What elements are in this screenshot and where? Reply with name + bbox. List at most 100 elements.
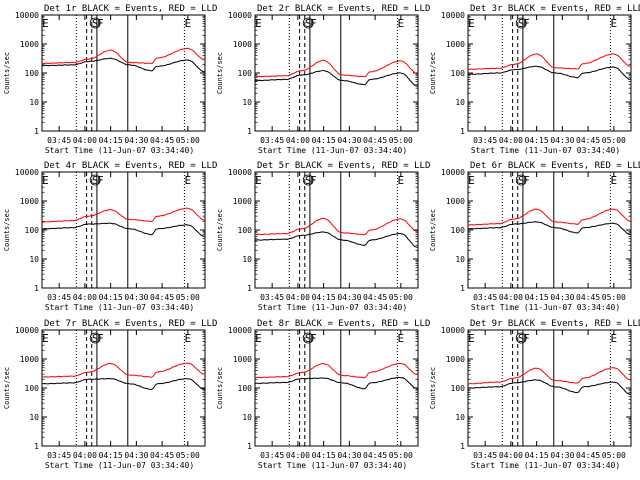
x-tick-label: 03:45 bbox=[473, 293, 497, 302]
y-tick-label: 1000 bbox=[446, 355, 465, 364]
y-tick-label: 10000 bbox=[15, 168, 39, 177]
x-tick-label: 04:30 bbox=[337, 136, 361, 145]
y-tick-label: 1 bbox=[247, 442, 252, 451]
x-tick-label: 04:00 bbox=[499, 451, 523, 460]
x-tick-label: 04:00 bbox=[73, 293, 97, 302]
y-tick-label: 100 bbox=[451, 226, 466, 235]
x-tick-label: 04:45 bbox=[576, 293, 600, 302]
time-marker-label: F bbox=[97, 332, 104, 345]
x-tick-label: 03:45 bbox=[473, 451, 497, 460]
y-tick-label: 1 bbox=[34, 284, 39, 293]
x-axis-label: Start Time (11-Jun-07 03:34:40) bbox=[471, 146, 620, 155]
y-axis-label: Counts/sec bbox=[429, 209, 437, 251]
detector-panel-6: Det 6r BLACK = Events, RED = LLD 1 10 100 10… bbox=[429, 161, 640, 312]
y-tick-label: 1 bbox=[247, 127, 252, 136]
x-tick-label: 04:30 bbox=[337, 293, 361, 302]
y-tick-label: 10000 bbox=[15, 11, 39, 20]
y-tick-label: 10000 bbox=[441, 326, 465, 335]
plot-frame bbox=[254, 14, 419, 132]
x-tick-label: 04:00 bbox=[499, 136, 523, 145]
start-marker-circle bbox=[515, 17, 527, 29]
time-marker-label: F bbox=[523, 332, 530, 345]
events-series-line bbox=[42, 377, 206, 391]
y-tick-label: 10000 bbox=[228, 168, 252, 177]
plot-frame bbox=[41, 14, 206, 132]
y-tick-label: 10000 bbox=[228, 326, 252, 335]
time-marker-label: S bbox=[305, 332, 312, 345]
lld-series-line bbox=[41, 362, 206, 378]
y-tick-label: 100 bbox=[238, 69, 253, 78]
time-marker-label: E bbox=[398, 332, 405, 345]
x-tick-label: 04:45 bbox=[576, 451, 600, 460]
x-axis-label: Start Time (11-Jun-07 03:34:40) bbox=[45, 461, 194, 470]
y-tick-label: 10 bbox=[455, 413, 465, 422]
start-marker-circle bbox=[302, 174, 314, 186]
y-tick-label: 100 bbox=[238, 226, 253, 235]
y-tick-label: 10000 bbox=[441, 168, 465, 177]
y-tick-label: 1000 bbox=[20, 355, 39, 364]
x-tick-label: 05:00 bbox=[389, 451, 413, 460]
events-series-line bbox=[254, 69, 419, 87]
start-marker-circle bbox=[302, 332, 314, 344]
x-tick-label: 05:00 bbox=[176, 451, 200, 460]
x-tick-label: 05:00 bbox=[389, 136, 413, 145]
y-tick-label: 1 bbox=[34, 442, 39, 451]
x-tick-label: 05:00 bbox=[602, 451, 626, 460]
time-marker-label: F bbox=[97, 17, 104, 30]
panel-title: Det 6r BLACK = Events, RED = LLD bbox=[470, 161, 640, 171]
time-marker-label: S bbox=[92, 174, 99, 187]
detector-panel-5: Det 5r BLACK = Events, RED = LLD 1 10 100 10… bbox=[216, 161, 430, 312]
y-tick-label: 100 bbox=[451, 384, 466, 393]
x-tick-label: 04:30 bbox=[124, 293, 148, 302]
time-marker-label: S bbox=[518, 332, 525, 345]
y-tick-label: 1000 bbox=[446, 40, 465, 49]
start-marker-circle bbox=[89, 17, 101, 29]
x-axis-label: Start Time (11-Jun-07 03:34:40) bbox=[258, 303, 407, 312]
panel-title: Det 3r BLACK = Events, RED = LLD bbox=[470, 4, 640, 14]
time-marker-label: F bbox=[97, 174, 104, 187]
panel-title: Det 9r BLACK = Events, RED = LLD bbox=[470, 319, 640, 329]
y-tick-label: 100 bbox=[238, 384, 253, 393]
plot-frame bbox=[467, 329, 632, 447]
y-tick-label: 10 bbox=[242, 98, 252, 107]
y-tick-label: 10000 bbox=[441, 11, 465, 20]
time-marker-label: S bbox=[518, 174, 525, 187]
time-marker-label: E bbox=[468, 17, 475, 30]
x-tick-label: 04:45 bbox=[363, 451, 387, 460]
plot-frame bbox=[41, 171, 206, 289]
plot-frame bbox=[254, 329, 419, 447]
x-tick-label: 03:45 bbox=[47, 293, 71, 302]
plot-frame bbox=[41, 329, 206, 447]
x-tick-label: 04:30 bbox=[337, 451, 361, 460]
events-series-line bbox=[467, 65, 632, 80]
x-tick-label: 04:45 bbox=[150, 293, 174, 302]
x-tick-label: 04:15 bbox=[525, 293, 549, 302]
x-tick-label: 04:00 bbox=[73, 451, 97, 460]
x-tick-label: 04:15 bbox=[312, 136, 336, 145]
y-tick-label: 10000 bbox=[15, 326, 39, 335]
y-tick-label: 10 bbox=[242, 413, 252, 422]
time-marker-label: S bbox=[92, 332, 99, 345]
x-tick-label: 04:30 bbox=[124, 136, 148, 145]
events-series-line bbox=[467, 221, 632, 235]
y-tick-label: 1000 bbox=[20, 197, 39, 206]
y-tick-label: 10 bbox=[29, 413, 39, 422]
y-axis-label: Counts/sec bbox=[3, 52, 11, 94]
y-tick-label: 1 bbox=[34, 127, 39, 136]
y-tick-label: 100 bbox=[25, 69, 40, 78]
lld-series-line bbox=[254, 59, 419, 78]
time-marker-label: F bbox=[310, 17, 317, 30]
y-tick-label: 10 bbox=[29, 255, 39, 264]
time-marker-label: E bbox=[42, 17, 49, 30]
time-marker-label: E bbox=[185, 332, 192, 345]
x-tick-label: 03:45 bbox=[260, 451, 284, 460]
y-axis-label: Counts/sec bbox=[3, 367, 11, 409]
x-tick-label: 03:45 bbox=[47, 136, 71, 145]
panel-title: Det 8r BLACK = Events, RED = LLD bbox=[257, 319, 430, 329]
time-marker-label: S bbox=[518, 17, 525, 30]
y-tick-label: 1 bbox=[460, 284, 465, 293]
y-tick-label: 10 bbox=[455, 98, 465, 107]
time-marker-label: E bbox=[42, 174, 49, 187]
lld-series-line bbox=[254, 362, 419, 379]
time-marker-label: F bbox=[310, 332, 317, 345]
